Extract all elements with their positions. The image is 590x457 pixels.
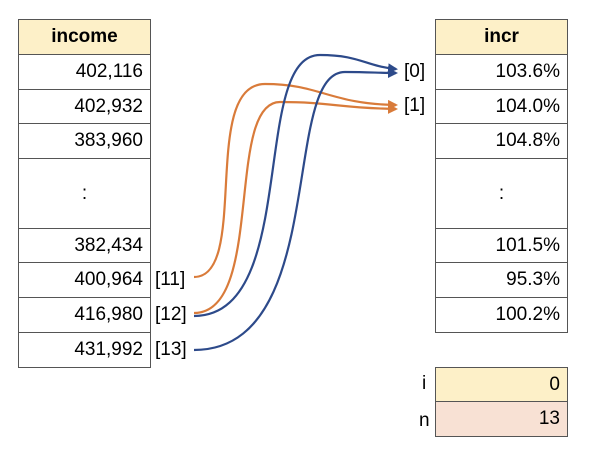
income-cell-4: 382,434 [18, 228, 151, 263]
incr-cell-4: 101.5% [435, 228, 568, 263]
var-n-value: 13 [435, 401, 568, 437]
incr-cell-1: 104.0% [435, 89, 568, 124]
income-index-12: [12] [155, 304, 187, 325]
income-cell-0: 402,116 [18, 54, 151, 90]
income-cell-1: 402,932 [18, 89, 151, 124]
income-header: income [18, 19, 151, 55]
incr-cell-6: 100.2% [435, 297, 568, 333]
incr-header: incr [435, 19, 568, 55]
var-n-label: n [419, 410, 430, 431]
incr-index-0: [0] [404, 61, 426, 82]
incr-ellipsis: : [435, 158, 568, 229]
income-cell-2: 383,960 [18, 123, 151, 159]
incr-cell-0: 103.6% [435, 54, 568, 90]
income-cell-5: 400,964 [18, 262, 151, 298]
income-cell-7: 431,992 [18, 332, 151, 368]
arrow-12-to-1 [193, 100, 398, 315]
incr-cell-5: 95.3% [435, 262, 568, 298]
var-i-value: 0 [435, 367, 568, 402]
arrow-12-to-0 [193, 53, 398, 318]
incr-index-1: [1] [404, 95, 426, 116]
arrow-11-to-1 [193, 82, 398, 279]
income-cell-6: 416,980 [18, 297, 151, 333]
var-i-label: i [422, 373, 427, 394]
income-index-11: [11] [155, 269, 186, 290]
arrow-13-to-0 [193, 67, 398, 352]
income-index-13: [13] [155, 339, 187, 360]
incr-cell-2: 104.8% [435, 123, 568, 159]
income-ellipsis: : [18, 158, 151, 229]
